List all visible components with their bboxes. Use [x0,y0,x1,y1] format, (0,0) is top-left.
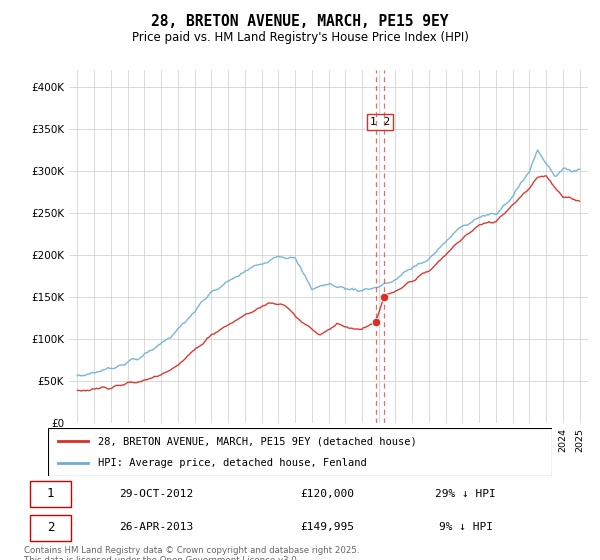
FancyBboxPatch shape [29,515,71,541]
Text: 9% ↓ HPI: 9% ↓ HPI [439,522,493,532]
Text: 28, BRETON AVENUE, MARCH, PE15 9EY: 28, BRETON AVENUE, MARCH, PE15 9EY [151,14,449,29]
Text: 1: 1 [47,487,54,500]
Text: £120,000: £120,000 [301,488,355,498]
Text: 29-OCT-2012: 29-OCT-2012 [119,488,194,498]
Text: 1 2: 1 2 [370,117,390,127]
Text: £149,995: £149,995 [301,522,355,532]
Text: 2: 2 [47,521,54,534]
Text: Contains HM Land Registry data © Crown copyright and database right 2025.
This d: Contains HM Land Registry data © Crown c… [24,546,359,560]
Text: 26-APR-2013: 26-APR-2013 [119,522,194,532]
Text: 29% ↓ HPI: 29% ↓ HPI [435,488,496,498]
Text: HPI: Average price, detached house, Fenland: HPI: Average price, detached house, Fenl… [98,458,367,468]
FancyBboxPatch shape [29,481,71,507]
Text: 28, BRETON AVENUE, MARCH, PE15 9EY (detached house): 28, BRETON AVENUE, MARCH, PE15 9EY (deta… [98,436,417,446]
FancyBboxPatch shape [48,428,552,476]
Text: Price paid vs. HM Land Registry's House Price Index (HPI): Price paid vs. HM Land Registry's House … [131,31,469,44]
